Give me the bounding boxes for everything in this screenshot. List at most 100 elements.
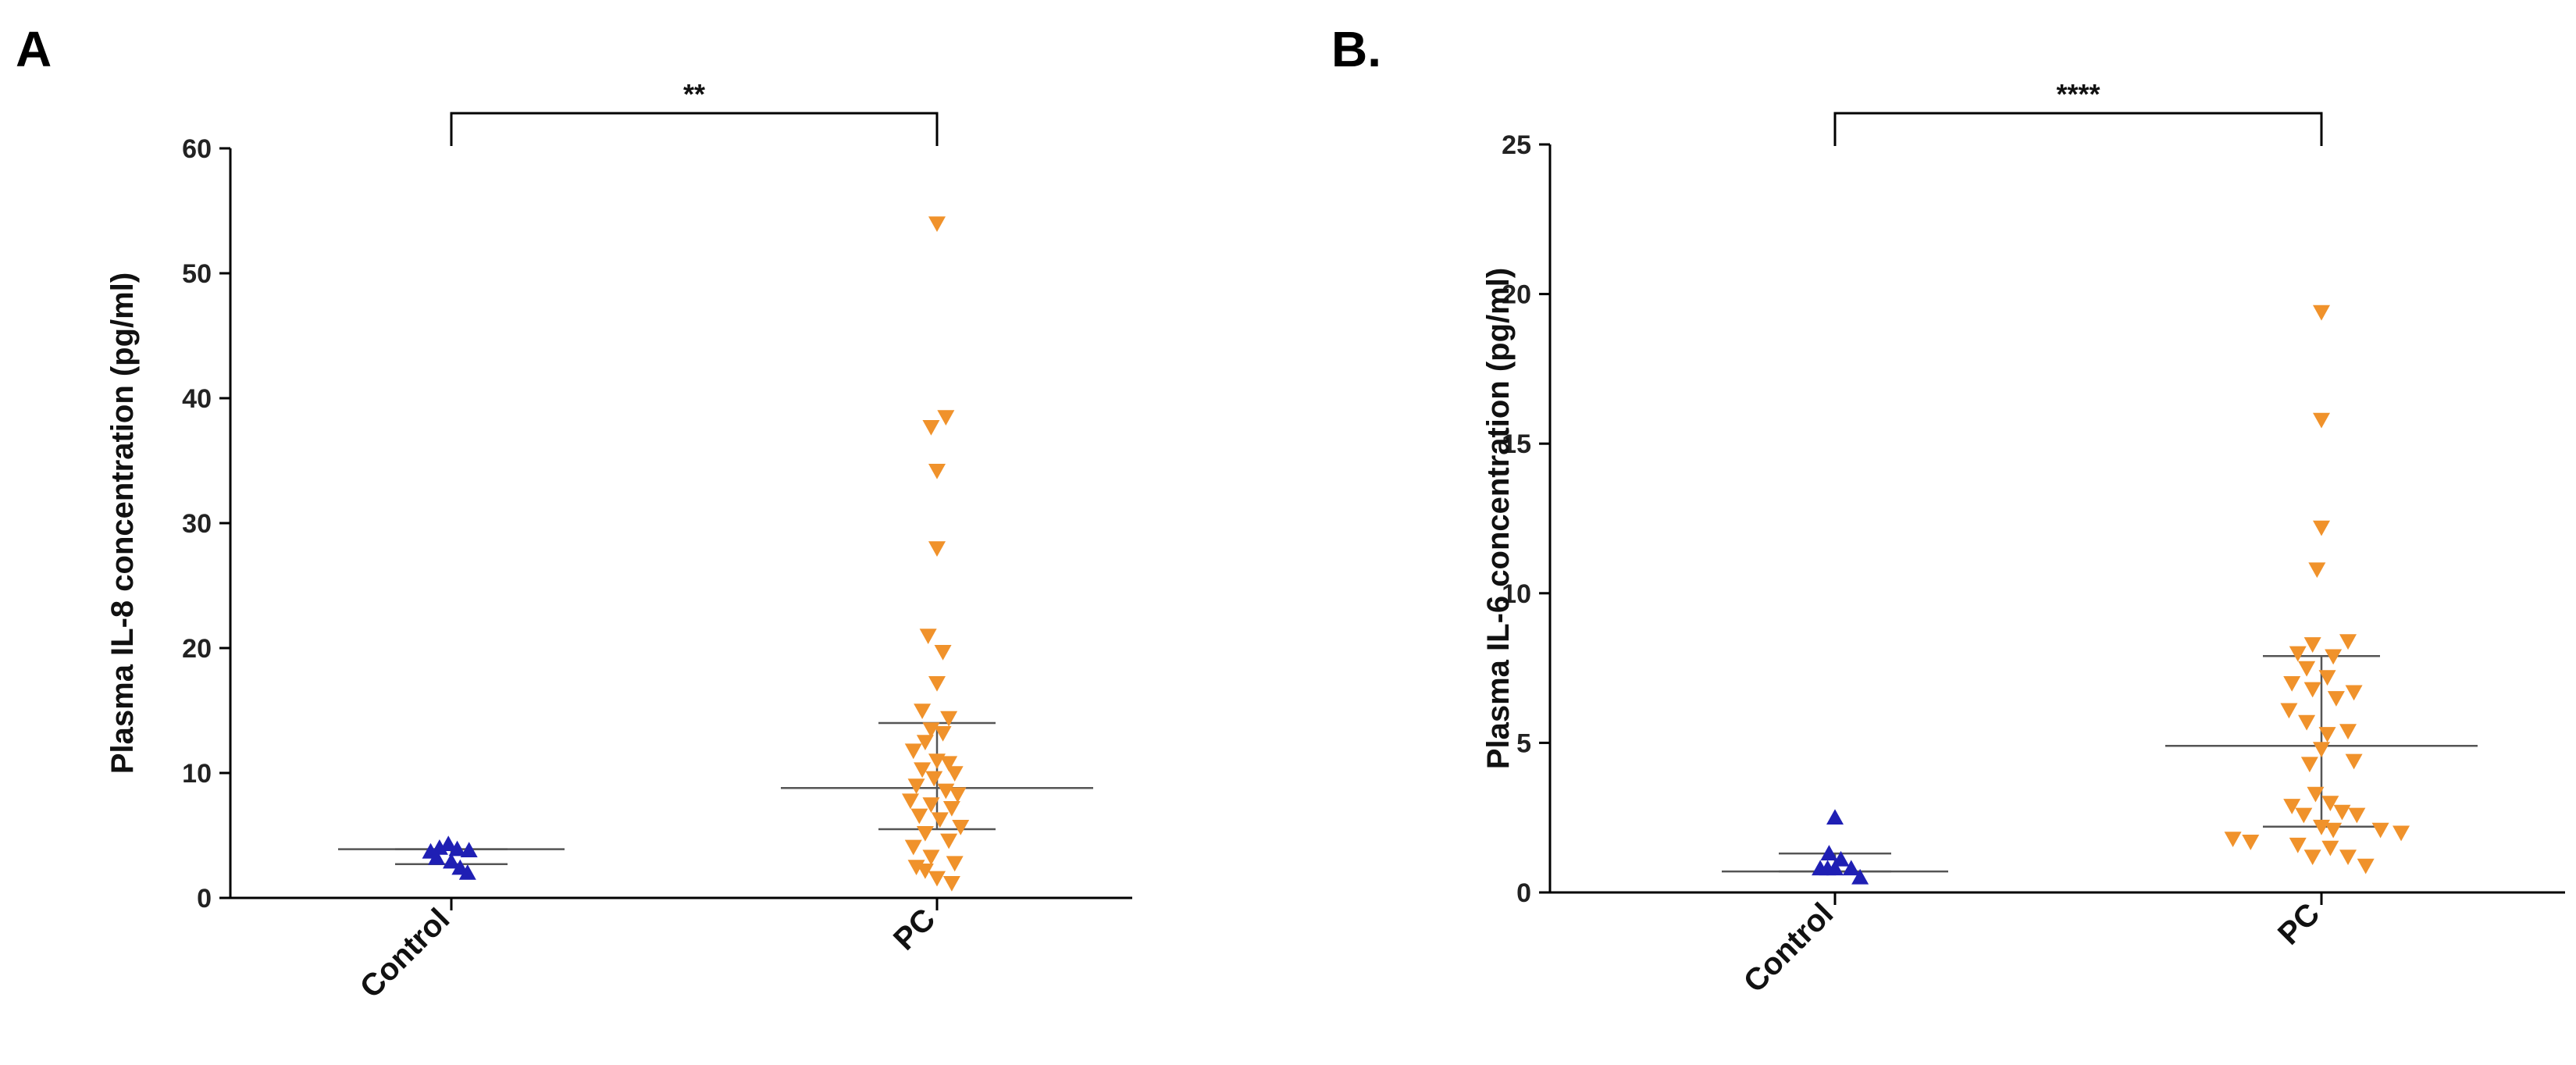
data-point bbox=[2339, 724, 2357, 740]
data-point bbox=[946, 856, 964, 872]
x-category-label: Control bbox=[1737, 896, 1840, 999]
data-point bbox=[2298, 714, 2316, 731]
x-category-label: Control bbox=[354, 902, 457, 1005]
data-point bbox=[928, 216, 946, 232]
data-point bbox=[1826, 860, 1844, 876]
data-point bbox=[2333, 804, 2351, 821]
data-point bbox=[916, 864, 934, 879]
y-tick-label: 60 bbox=[182, 134, 212, 164]
data-point bbox=[2289, 646, 2307, 662]
y-tick-label: 0 bbox=[197, 884, 212, 914]
data-point bbox=[2298, 661, 2316, 677]
data-point bbox=[2303, 637, 2321, 653]
y-tick-label: 30 bbox=[182, 509, 212, 539]
panel-letter: B. bbox=[1331, 21, 1381, 77]
data-point bbox=[916, 826, 934, 842]
y-tick-label: 20 bbox=[182, 634, 212, 664]
data-point bbox=[2325, 649, 2343, 665]
data-point bbox=[2242, 835, 2260, 850]
data-point bbox=[2393, 825, 2410, 842]
y-tick-label: 10 bbox=[182, 759, 212, 789]
data-point bbox=[928, 541, 946, 557]
data-point bbox=[907, 778, 925, 794]
data-point bbox=[940, 711, 958, 727]
data-point bbox=[2345, 753, 2363, 770]
data-point bbox=[952, 820, 970, 835]
data-point bbox=[440, 835, 458, 851]
data-point bbox=[940, 833, 958, 850]
y-tick-label: 40 bbox=[182, 384, 212, 414]
data-point bbox=[2283, 799, 2301, 814]
data-point bbox=[949, 787, 967, 803]
significance-bracket bbox=[1833, 112, 2323, 146]
data-point bbox=[2318, 727, 2336, 743]
y-tick-label: 10 bbox=[1502, 579, 1531, 609]
significance-bracket bbox=[450, 112, 939, 146]
data-point bbox=[934, 645, 952, 661]
data-point bbox=[2357, 858, 2375, 874]
significance-label: **** bbox=[2056, 78, 2100, 110]
data-point bbox=[1820, 845, 1838, 860]
panel-a: A 0 10 20 30 40 50 60 Plasma IL-8 concentration … bbox=[16, 21, 1132, 1005]
data-point bbox=[2327, 691, 2345, 707]
data-point bbox=[2303, 850, 2321, 866]
data-point bbox=[2307, 786, 2325, 803]
data-point bbox=[925, 771, 943, 787]
data-point bbox=[934, 726, 952, 742]
y-axis-title: Plasma IL-6 concentration (pg/ml) bbox=[1481, 268, 1516, 769]
x-category-label: PC bbox=[887, 902, 942, 956]
data-point bbox=[904, 743, 922, 760]
data-point bbox=[458, 864, 476, 880]
data-point bbox=[428, 849, 446, 865]
data-point bbox=[2339, 850, 2357, 866]
series-pc bbox=[781, 216, 1093, 892]
data-point bbox=[937, 410, 955, 426]
data-point bbox=[2321, 796, 2339, 812]
data-point bbox=[946, 766, 964, 782]
data-point bbox=[914, 703, 932, 719]
data-point bbox=[916, 735, 934, 750]
data-point bbox=[2339, 634, 2357, 650]
data-point bbox=[942, 876, 960, 892]
data-point bbox=[2348, 807, 2366, 824]
y-axis-title: Plasma IL-8 concentration (pg/ml) bbox=[105, 272, 140, 774]
series-control bbox=[1722, 809, 1948, 885]
data-point bbox=[2280, 703, 2298, 719]
panel-letter: A bbox=[16, 21, 52, 77]
data-point bbox=[928, 871, 946, 887]
data-point bbox=[940, 756, 958, 772]
data-point bbox=[2318, 670, 2336, 686]
x-category-label: PC bbox=[2271, 896, 2326, 951]
data-point bbox=[2313, 520, 2330, 536]
data-point bbox=[2303, 682, 2321, 698]
series-control bbox=[338, 835, 565, 880]
data-point bbox=[1832, 850, 1850, 867]
data-point bbox=[910, 808, 928, 825]
significance-label: ** bbox=[683, 78, 705, 110]
data-point bbox=[2345, 685, 2363, 701]
panel-b: B. 0 5 10 15 20 25 Plasma IL-6 concentration (p… bbox=[1331, 21, 2565, 999]
data-point bbox=[2283, 675, 2301, 692]
data-point bbox=[2224, 832, 2242, 848]
data-point bbox=[931, 812, 949, 828]
data-point bbox=[2295, 807, 2313, 824]
data-point bbox=[2313, 412, 2330, 429]
y-tick-label: 15 bbox=[1502, 429, 1531, 459]
data-point bbox=[942, 801, 960, 817]
data-point bbox=[448, 840, 466, 857]
data-point bbox=[2321, 840, 2339, 857]
data-point bbox=[2313, 305, 2330, 321]
y-tick-label: 0 bbox=[1516, 878, 1531, 908]
data-point bbox=[928, 753, 946, 769]
y-tick-label: 20 bbox=[1502, 280, 1531, 310]
data-point bbox=[904, 839, 922, 856]
y-tick-label: 50 bbox=[182, 259, 212, 289]
series-pc bbox=[2165, 305, 2478, 874]
data-point bbox=[919, 629, 937, 644]
data-point bbox=[2289, 837, 2307, 853]
data-point bbox=[443, 853, 460, 869]
data-point bbox=[2300, 757, 2318, 773]
y-tick-label: 25 bbox=[1502, 130, 1531, 160]
data-point bbox=[2325, 822, 2343, 839]
